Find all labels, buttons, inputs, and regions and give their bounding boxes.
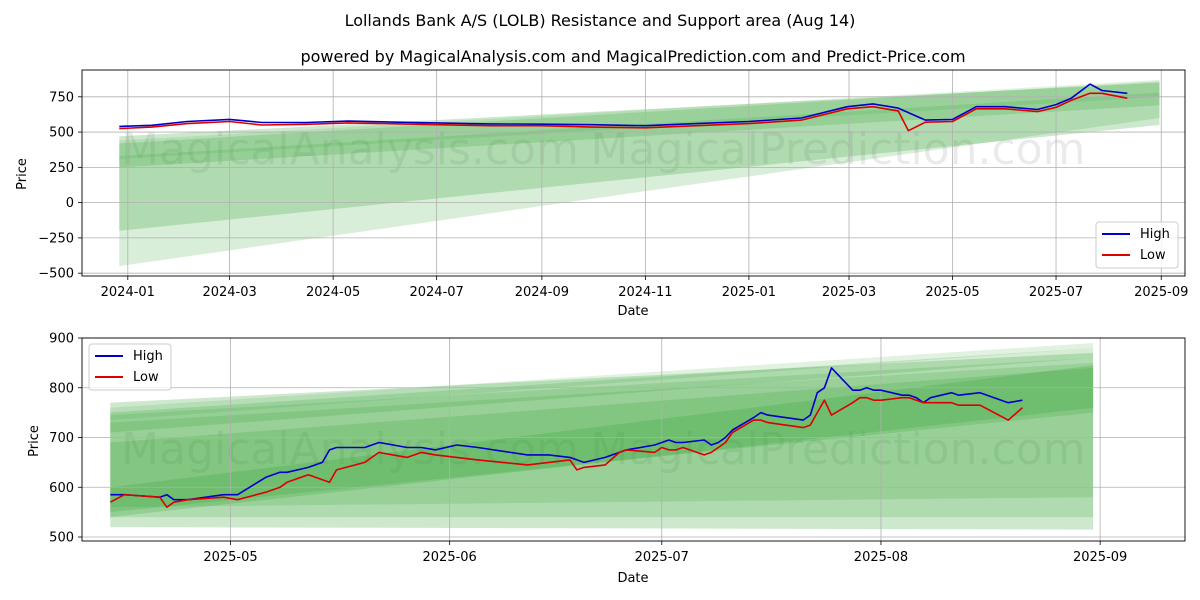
top-y-tick-label: 500	[49, 126, 74, 141]
top-band-0	[119, 79, 1160, 159]
bottom-legend-high-label: High	[133, 349, 163, 364]
bottom-x-tick-label: 2025-07	[635, 550, 689, 565]
top-legend-high-label: High	[1140, 227, 1170, 242]
top-legend: High Low	[1095, 221, 1179, 269]
bottom-x-axis-label: Date	[617, 571, 648, 586]
top-watermark-left: MagicalAnalysis.com	[121, 124, 579, 175]
bottom-y-tick-label: 700	[49, 431, 74, 446]
bottom-y-tick-label: 900	[49, 332, 74, 347]
top-x-tick-label: 2024-09	[515, 285, 569, 300]
figure-suptitle: Lollands Bank A/S (LOLB) Resistance and …	[345, 11, 856, 30]
bottom-legend-low-label: Low	[133, 370, 159, 385]
bottom-series-low-line	[109, 396, 1023, 509]
top-series-low-line	[119, 92, 1128, 132]
bottom-x-tick-label: 2025-05	[203, 550, 257, 565]
top-x-tick-label: 2024-07	[409, 285, 463, 300]
bottom-y-tick-label: 600	[49, 481, 74, 496]
top-series-high-line	[119, 83, 1128, 128]
top-y-tick-label: −500	[38, 267, 74, 282]
bottom-series-high-line	[110, 367, 1023, 501]
top-x-tick-label: 2025-05	[925, 285, 979, 300]
top-x-axis-label: Date	[617, 304, 648, 319]
top-watermark-right: MagicalPrediction.com	[591, 124, 1086, 175]
bottom-plot-frame	[81, 337, 1186, 542]
bottom-band-5	[110, 365, 1094, 518]
top-y-tick-label: −250	[38, 231, 74, 246]
top-chart: powered by MagicalAnalysis.com and Magic…	[15, 47, 1188, 319]
bottom-x-tick-label: 2025-08	[854, 550, 908, 565]
top-y-axis-label: Price	[15, 158, 30, 190]
top-x-tick-label: 2025-07	[1029, 285, 1083, 300]
top-band-1	[119, 81, 1160, 168]
bottom-x-tick-label: 2025-09	[1073, 550, 1127, 565]
top-x-tick-label: 2025-01	[722, 285, 776, 300]
top-x-tick-label: 2025-09	[1134, 285, 1188, 300]
top-y-tick-label: 250	[49, 161, 74, 176]
top-chart-title: powered by MagicalAnalysis.com and Magic…	[300, 47, 965, 66]
top-x-tick-label: 2025-03	[822, 285, 876, 300]
top-x-tick-label: 2024-11	[618, 285, 672, 300]
top-x-tick-label: 2024-05	[306, 285, 360, 300]
top-x-tick-label: 2024-03	[202, 285, 256, 300]
top-x-tick-label: 2024-01	[101, 285, 155, 300]
bottom-band-6	[110, 367, 1094, 513]
bottom-x-tick-label: 2025-06	[423, 550, 477, 565]
bottom-band-2	[110, 352, 1094, 530]
top-y-tick-label: 750	[49, 90, 74, 105]
bottom-y-tick-label: 500	[49, 531, 74, 546]
top-legend-low-label: Low	[1140, 248, 1166, 263]
bottom-y-axis-label: Price	[27, 425, 42, 457]
bottom-band-0	[110, 343, 1094, 421]
bottom-chart: MagicalAnalysis.com MagicalPrediction.co…	[27, 332, 1186, 586]
top-band-3	[119, 92, 1160, 267]
top-plot-frame	[81, 69, 1186, 277]
top-band-2	[119, 82, 1160, 231]
bottom-band-1	[110, 348, 1094, 433]
top-y-tick-label: 0	[66, 196, 74, 211]
bottom-y-tick-label: 800	[49, 381, 74, 396]
bottom-legend: High Low	[88, 343, 172, 391]
bottom-band-4	[110, 362, 1094, 508]
